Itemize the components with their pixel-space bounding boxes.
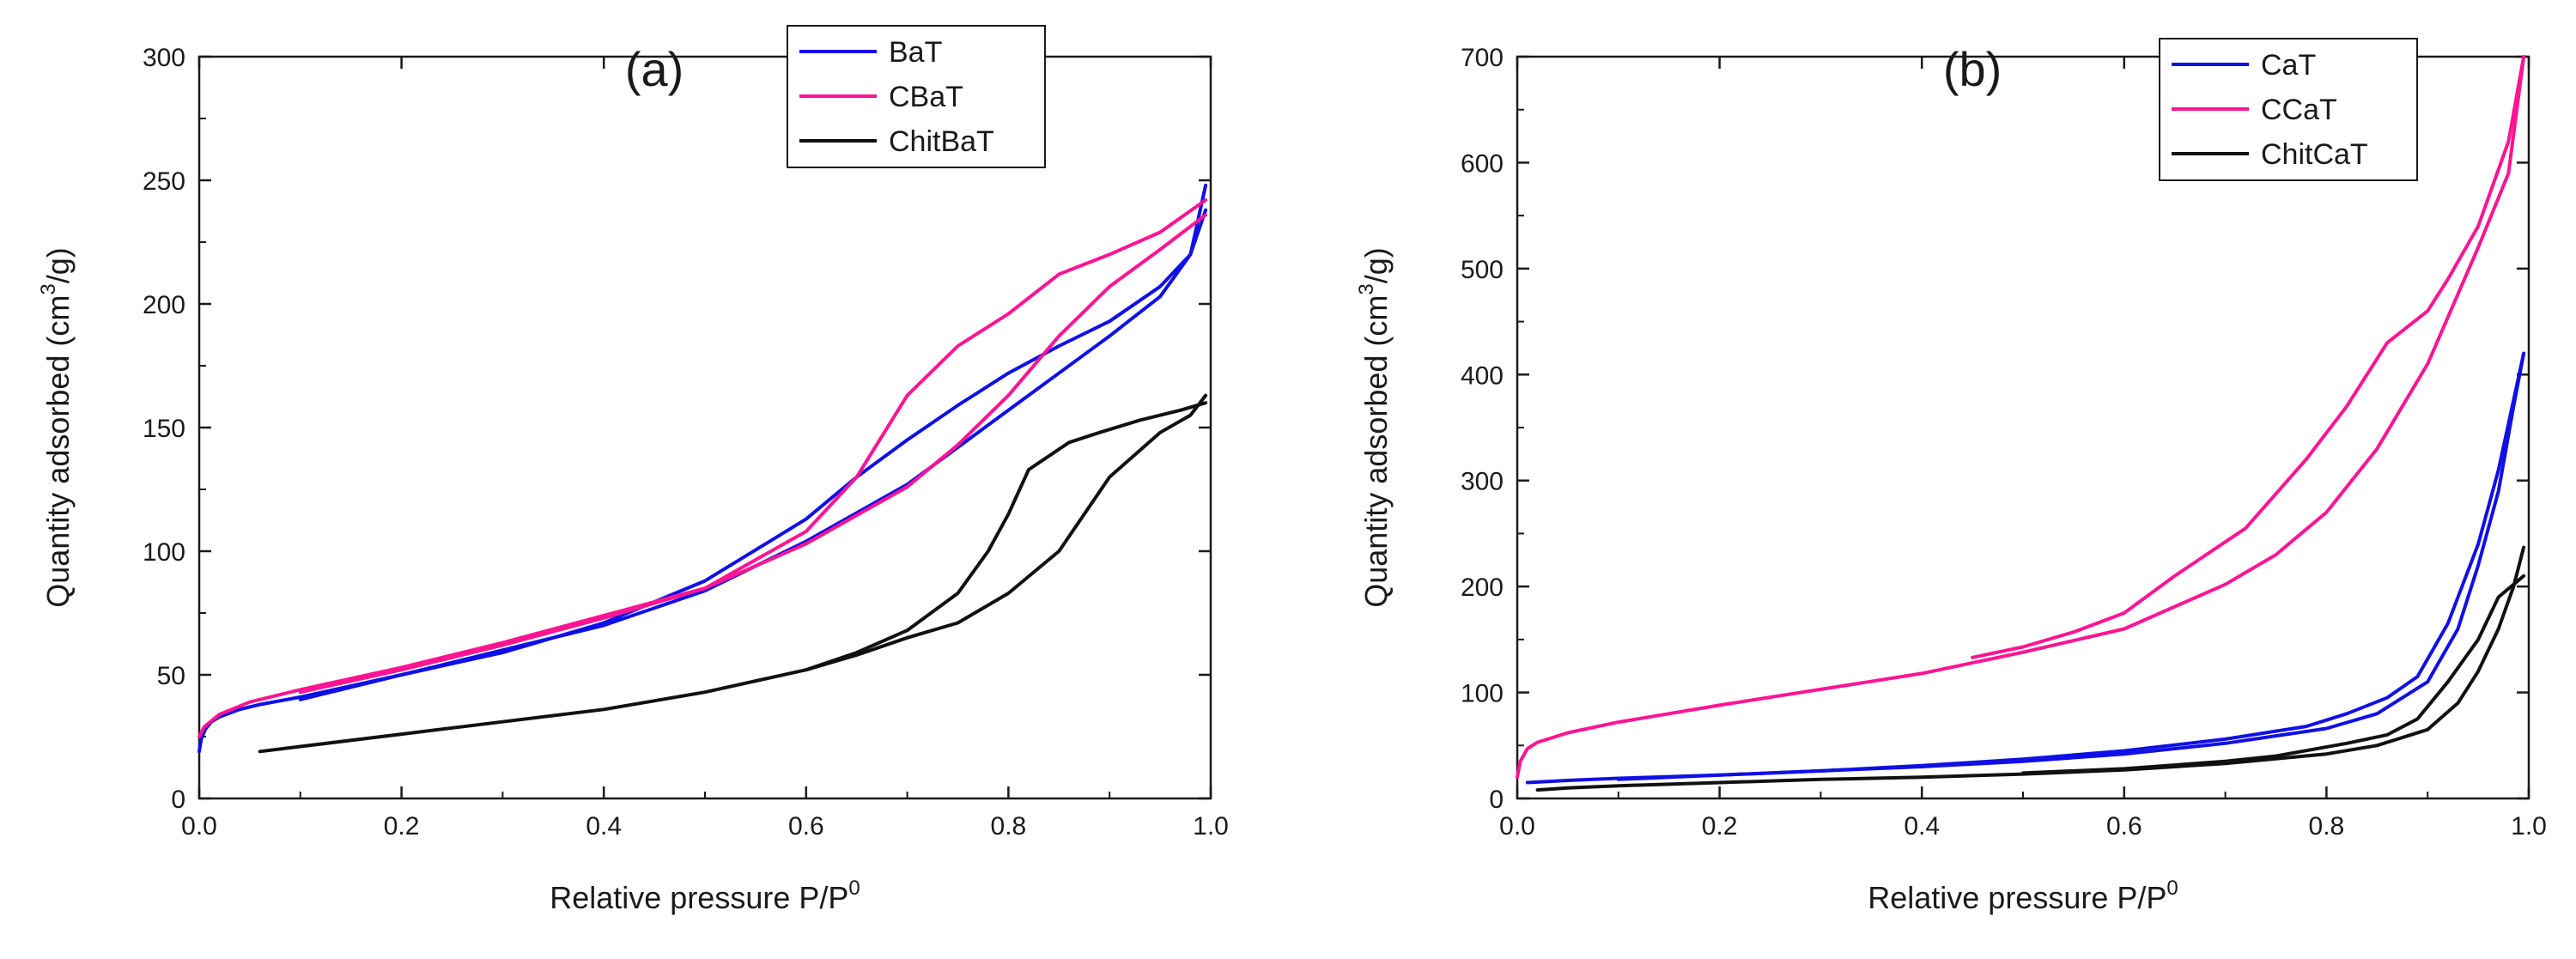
- y-axis-title: Quantity adsorbed (cm3/g): [37, 247, 76, 608]
- y-tick-label: 0: [1489, 786, 1504, 814]
- series-line-ChitBaT-adsorption: [258, 393, 1208, 754]
- x-tick-label: 0.4: [586, 812, 622, 841]
- x-tick-label: 0.8: [2309, 812, 2345, 841]
- series-line-ChitCaT-desorption: [2021, 574, 2526, 775]
- y-tick-label: 300: [1461, 468, 1504, 496]
- series-line-BaT-desorption: [298, 208, 1208, 701]
- legend: CaT CCaT ChitCaT: [2159, 38, 2418, 181]
- x-axis-title-text: Relative pressure P/P: [550, 880, 848, 915]
- legend-label: CCaT: [2261, 94, 2337, 126]
- y-tick-label: 600: [1461, 149, 1504, 178]
- series-lines: [197, 183, 1208, 754]
- x-axis-title-sup: 0: [2166, 877, 2178, 900]
- y-tick-label: 100: [143, 538, 185, 567]
- y-tick-label: 700: [1461, 44, 1504, 72]
- legend: BaT CBaT ChitBaT: [787, 25, 1046, 168]
- series-line-ChitBaT-desorption: [804, 401, 1208, 672]
- chart-panel-b: 0.0 0.2 0.4 0.6 0.8 1.0 0 100 200 300 400 500 600 700…: [1355, 38, 2547, 915]
- x-axis-title-text: Relative pressure P/P: [1868, 880, 2166, 915]
- y-axis-title-sup: 3: [1355, 283, 1378, 294]
- y-axis-title-text: Quantity adsorbed (cm: [40, 295, 76, 608]
- y-tick-label: 400: [1461, 361, 1504, 390]
- y-tick-label: 300: [143, 44, 185, 72]
- y-tick-label: 0: [171, 786, 185, 814]
- x-tick-label: 1.0: [2511, 812, 2547, 841]
- x-tick-label: 0.0: [181, 812, 217, 841]
- series-lines: [1516, 55, 2526, 792]
- chart-panel-a: 0.0 0.2 0.4 0.6 0.8 1.0 0 50 100 150 200 250 300 Rela…: [37, 25, 1229, 915]
- x-axis-title: Relative pressure P/P0: [1868, 877, 2178, 915]
- y-tick-label: 250: [143, 167, 185, 196]
- x-tick-label: 0.8: [991, 812, 1027, 841]
- x-tick-label: 0.6: [2106, 812, 2142, 841]
- series-line-CCaT-desorption: [1971, 55, 2526, 659]
- panel-label: (a): [625, 42, 683, 96]
- series-line-ChitCaT-adsorption: [1535, 545, 2526, 792]
- x-tick-label: 0.2: [1702, 812, 1738, 841]
- x-axis-title: Relative pressure P/P0: [550, 877, 860, 915]
- x-axis-title-sup: 0: [848, 877, 860, 900]
- series-line-BaT-adsorption: [197, 183, 1208, 754]
- series-line-CBaT-desorption: [298, 198, 1208, 695]
- y-axis-title-text: Quantity adsorbed (cm: [1358, 295, 1394, 608]
- legend-label: ChitBaT: [889, 125, 994, 158]
- x-tick-label: 0.4: [1904, 812, 1940, 841]
- y-axis-title-sup: 3: [37, 283, 60, 294]
- legend-label: BaT: [889, 36, 942, 69]
- x-tick-label: 0.0: [1499, 812, 1535, 841]
- x-tick-label: 0.2: [384, 812, 420, 841]
- series-line-CaT-desorption: [1616, 351, 2526, 781]
- x-tick-label: 1.0: [1193, 812, 1229, 841]
- legend-label: ChitCaT: [2261, 138, 2368, 171]
- y-tick-label: 200: [1461, 574, 1504, 602]
- series-line-CaT-adsorption: [1525, 351, 2526, 785]
- series-line-CBaT-adsorption: [197, 213, 1208, 738]
- y-tick-label: 50: [157, 662, 185, 690]
- y-tick-label: 200: [143, 291, 185, 319]
- y-tick-label: 500: [1461, 256, 1504, 284]
- panel-label: (b): [1943, 42, 2002, 96]
- y-axis-title-tail: /g): [40, 247, 76, 283]
- x-tick-label: 0.6: [788, 812, 824, 841]
- series-line-CCaT-adsorption: [1516, 55, 2526, 780]
- legend-label: CaT: [2261, 49, 2316, 82]
- y-axis-title-tail: /g): [1358, 247, 1394, 283]
- y-tick-label: 100: [1461, 680, 1504, 708]
- legend-label: CBaT: [889, 81, 963, 113]
- y-axis-title: Quantity adsorbed (cm3/g): [1355, 247, 1394, 608]
- y-tick-label: 150: [143, 415, 185, 443]
